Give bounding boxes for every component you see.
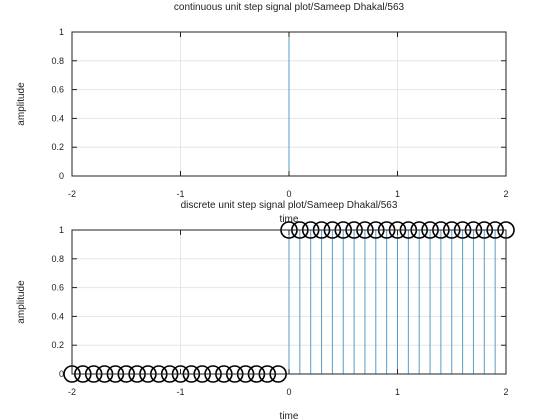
x-tick-label: 0	[286, 189, 291, 199]
discrete-step-plot: -2 -1 0 1 2 0 0.2 0.4 0.6 0.8 1 discrete unit step …	[16, 200, 515, 420]
y-tick-label: 0.8	[51, 254, 64, 264]
x-tick-label: -2	[68, 189, 76, 199]
x-tick-label: 1	[395, 189, 400, 199]
x-axis-label: time	[280, 214, 299, 225]
x-tick-label: 2	[503, 387, 508, 397]
y-tick-label: 1	[59, 225, 64, 235]
y-tick-label: 0.2	[51, 142, 64, 152]
y-axis-label: amplitude	[16, 82, 27, 126]
chart-title: continuous unit step signal plot/Sameep …	[174, 2, 405, 13]
y-tick-label: 0.2	[51, 340, 64, 350]
chart-title: discrete unit step signal plot/Sameep Dh…	[181, 200, 398, 211]
x-tick-label: -2	[68, 387, 76, 397]
x-tick-label: 0	[286, 387, 291, 397]
x-tick-label: 1	[395, 387, 400, 397]
y-tick-label: 0	[59, 171, 64, 181]
x-tick-label: 2	[503, 189, 508, 199]
y-tick-label: 0.4	[51, 311, 64, 321]
y-tick-label: 0.6	[51, 283, 64, 293]
y-axis-label: amplitude	[16, 280, 27, 324]
continuous-step-plot: -2 -1 0 1 2 0 0.2 0.4 0.6 0.8 1 continuous unit ste…	[16, 2, 509, 225]
x-axis-label: time	[280, 411, 299, 420]
x-tick-label: -1	[176, 189, 184, 199]
y-tick-label: 1	[59, 27, 64, 37]
y-tick-label: 0.6	[51, 85, 64, 95]
y-tick-label: 0.4	[51, 113, 64, 123]
y-tick-label: 0	[59, 369, 64, 379]
y-tick-label: 0.8	[51, 56, 64, 66]
x-tick-label: -1	[176, 387, 184, 397]
